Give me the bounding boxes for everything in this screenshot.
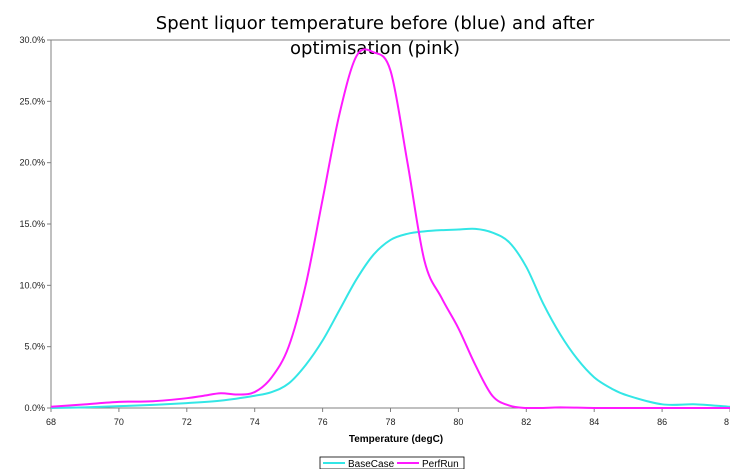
- x-tick-label: 76: [318, 417, 328, 427]
- series-line-perfrun: [50, 48, 730, 409]
- x-axis-label: Temperature (degC): [349, 434, 443, 445]
- x-tick-label: 70: [114, 417, 124, 427]
- x-tick-label: 68: [46, 417, 56, 427]
- chart-title: Spent liquor temperature before (blue) a…: [156, 13, 595, 59]
- legend: BaseCase PerfRun: [319, 456, 465, 469]
- y-tick-label: 20.0%: [19, 158, 45, 168]
- x-tick-label: 82: [521, 417, 531, 427]
- y-tick-label: 30.0%: [19, 35, 45, 45]
- y-tick-label: 5.0%: [24, 342, 45, 352]
- series-layer: [50, 48, 730, 409]
- x-tick-label: 8: [724, 417, 729, 427]
- legend-label-perfrun: PerfRun: [422, 459, 459, 469]
- y-tick-label: 15.0%: [19, 219, 45, 229]
- x-tick-label: 80: [453, 417, 463, 427]
- legend-label-basecase: BaseCase: [348, 459, 395, 469]
- chart-title-line-2: optimisation (pink): [290, 38, 460, 59]
- x-tick-label: 78: [385, 417, 395, 427]
- x-axis-ticks: 68 70 72 74 76 78 80 82 84 86 8: [46, 408, 730, 427]
- axes: [50, 39, 730, 409]
- x-tick-label: 86: [657, 417, 667, 427]
- y-tick-label: 10.0%: [19, 280, 45, 290]
- y-tick-label: 0.0%: [24, 403, 45, 413]
- x-tick-label: 74: [250, 417, 260, 427]
- x-tick-label: 72: [182, 417, 192, 427]
- legend-box: [319, 456, 465, 469]
- y-tick-label: 25.0%: [19, 96, 45, 106]
- chart-title-line-1: Spent liquor temperature before (blue) a…: [156, 13, 595, 34]
- x-tick-label: 84: [589, 417, 599, 427]
- y-axis-ticks: 0.0% 5.0% 10.0% 15.0% 20.0% 25.0% 30.0%: [19, 35, 51, 413]
- series-line-basecase: [50, 227, 730, 409]
